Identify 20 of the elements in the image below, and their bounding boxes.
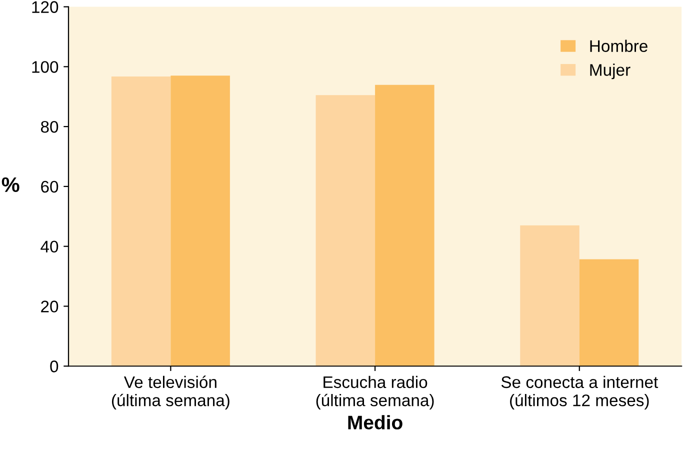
y-tick-label: 100 [32, 61, 58, 73]
x-tick-label: Se conecta a internet (últimos 12 meses) [501, 376, 658, 410]
y-tick-label: 120 [32, 1, 58, 13]
legend-label: Hombre [590, 40, 648, 52]
bar [316, 95, 376, 366]
y-tick-label: 60 [41, 180, 58, 193]
y-tick-label: 80 [40, 120, 58, 133]
x-axis-title: Medio [348, 415, 402, 430]
y-tick-label: 20 [41, 300, 58, 312]
bar [375, 84, 434, 366]
x-tick-label: Escucha radio (última semana) [316, 376, 434, 410]
x-tick-label: Ve televisión (última semana) [112, 376, 230, 410]
y-axis-title: % [2, 177, 20, 192]
bar [579, 259, 639, 366]
bar [111, 76, 171, 366]
legend-label: Mujer [590, 64, 630, 80]
bar [170, 76, 230, 366]
y-tick-label: 40 [40, 240, 58, 253]
bar [520, 225, 580, 366]
y-tick-label: 0 [50, 360, 58, 372]
